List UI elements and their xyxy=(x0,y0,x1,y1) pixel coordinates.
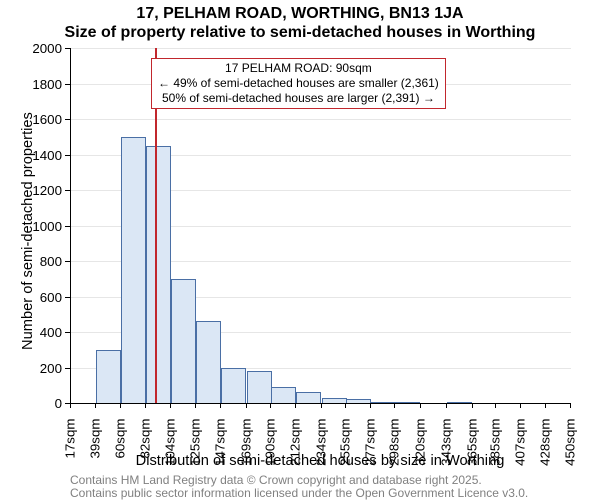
x-tick-mark xyxy=(520,403,521,408)
x-tick-label: 104sqm xyxy=(163,419,178,479)
x-tick-label: 428sqm xyxy=(537,419,552,479)
x-tick-mark xyxy=(270,403,271,408)
histogram-bar xyxy=(447,402,472,403)
gridline xyxy=(71,48,571,49)
histogram-bar xyxy=(96,350,121,403)
x-tick-mark xyxy=(394,403,395,408)
y-tick-label: 200 xyxy=(22,361,62,376)
x-tick-label: 39sqm xyxy=(88,419,103,479)
histogram-bar xyxy=(271,387,296,403)
x-tick-label: 125sqm xyxy=(187,419,202,479)
property-callout-box: 17 PELHAM ROAD: 90sqm ← 49% of semi-deta… xyxy=(151,58,446,109)
x-tick-mark xyxy=(295,403,296,408)
x-tick-mark xyxy=(170,403,171,408)
y-tick-label: 1200 xyxy=(22,183,62,198)
x-tick-mark xyxy=(345,403,346,408)
histogram-bar xyxy=(221,368,246,404)
y-tick-label: 0 xyxy=(22,396,62,411)
x-tick-mark xyxy=(321,403,322,408)
x-tick-mark xyxy=(420,403,421,408)
x-tick-label: 82sqm xyxy=(138,419,153,479)
histogram-bar xyxy=(171,279,196,403)
x-tick-mark xyxy=(545,403,546,408)
x-tick-mark xyxy=(195,403,196,408)
y-tick-label: 2000 xyxy=(22,41,62,56)
y-tick-label: 1400 xyxy=(22,148,62,163)
histogram-bar xyxy=(371,402,396,403)
y-tick-label: 600 xyxy=(22,290,62,305)
y-tick-label: 1000 xyxy=(22,219,62,234)
gridline xyxy=(71,119,571,120)
x-tick-label: 385sqm xyxy=(487,419,502,479)
x-tick-label: 343sqm xyxy=(439,419,454,479)
y-tick-label: 1600 xyxy=(22,112,62,127)
callout-line3: 50% of semi-detached houses are larger (… xyxy=(158,91,439,106)
x-tick-label: 190sqm xyxy=(262,419,277,479)
callout-line2: ← 49% of semi-detached houses are smalle… xyxy=(158,76,439,91)
x-tick-label: 255sqm xyxy=(337,419,352,479)
histogram-bar xyxy=(146,146,171,403)
x-tick-mark xyxy=(70,403,71,408)
chart-title-line2: Size of property relative to semi-detach… xyxy=(0,24,600,42)
x-tick-label: 17sqm xyxy=(63,419,78,479)
x-tick-label: 320sqm xyxy=(412,419,427,479)
y-tick-label: 400 xyxy=(22,325,62,340)
x-tick-mark xyxy=(370,403,371,408)
x-tick-mark xyxy=(495,403,496,408)
x-tick-mark xyxy=(145,403,146,408)
x-tick-label: 365sqm xyxy=(464,419,479,479)
x-tick-label: 147sqm xyxy=(213,419,228,479)
histogram-bar xyxy=(247,371,272,403)
histogram-bar xyxy=(196,321,221,403)
plot-area: 17 PELHAM ROAD: 90sqm ← 49% of semi-deta… xyxy=(70,48,571,404)
x-tick-mark xyxy=(120,403,121,408)
chart-title-line1: 17, PELHAM ROAD, WORTHING, BN13 1JA xyxy=(0,5,600,23)
histogram-bar xyxy=(346,399,371,403)
callout-line1: 17 PELHAM ROAD: 90sqm xyxy=(158,61,439,76)
histogram-bar xyxy=(322,398,347,403)
x-tick-mark xyxy=(446,403,447,408)
footer-line2: Contains public sector information licen… xyxy=(70,486,528,500)
y-tick-label: 800 xyxy=(22,254,62,269)
x-tick-mark xyxy=(95,403,96,408)
x-tick-label: 60sqm xyxy=(112,419,127,479)
x-tick-label: 212sqm xyxy=(288,419,303,479)
x-tick-mark xyxy=(220,403,221,408)
x-tick-label: 298sqm xyxy=(387,419,402,479)
y-tick-label: 1800 xyxy=(22,77,62,92)
histogram-bar xyxy=(121,137,146,403)
x-tick-label: 277sqm xyxy=(363,419,378,479)
x-tick-label: 234sqm xyxy=(313,419,328,479)
x-tick-label: 407sqm xyxy=(513,419,528,479)
x-tick-label: 169sqm xyxy=(238,419,253,479)
x-tick-mark xyxy=(472,403,473,408)
x-tick-mark xyxy=(570,403,571,408)
footer-line1: Contains HM Land Registry data © Crown c… xyxy=(70,473,482,487)
x-tick-mark xyxy=(246,403,247,408)
histogram-bar xyxy=(395,402,420,403)
x-tick-label: 450sqm xyxy=(563,419,578,479)
histogram-bar xyxy=(296,392,321,403)
